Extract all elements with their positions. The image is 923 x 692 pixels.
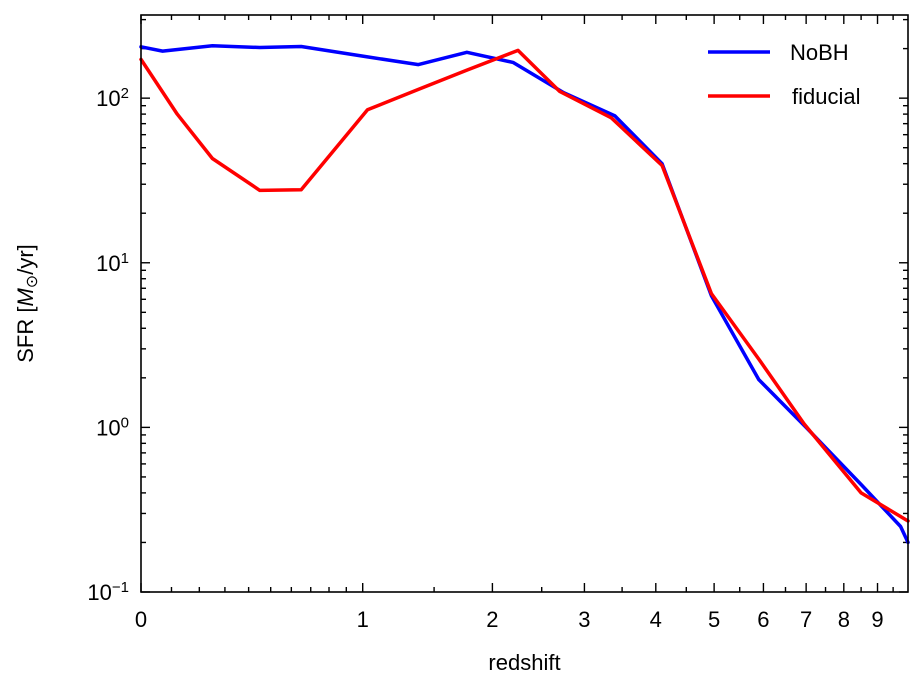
x-tick-label: 1 [357,607,369,632]
y-axis-label-sun-symbol: ⊙ [24,275,41,288]
x-tick-label: 0 [135,607,147,632]
y-axis-label: SFR [M⊙/yr] [13,244,41,363]
series-lines [139,44,910,545]
series-line-fiducial [139,48,910,523]
x-tick-label: 6 [757,607,769,632]
plot-frame [140,14,909,593]
x-tick-label: 9 [871,607,883,632]
x-tick-label: 2 [486,607,498,632]
x-tick-label: 3 [578,607,590,632]
y-tick-label: 102 [96,85,129,112]
y-tick-label: 10−1 [87,579,129,606]
x-tick-label: 5 [708,607,720,632]
y-axis-label-symbol: M [13,288,38,307]
x-tick-label: 7 [800,607,812,632]
y-axis-label-suffix: /yr] [13,244,38,275]
legend: NoBH fiducial [708,40,860,109]
legend-label-nobh: NoBH [790,40,849,65]
axis-ticks [140,15,908,593]
legend-label-fiducial: fiducial [792,84,860,109]
x-tick-label: 4 [650,607,662,632]
y-axis-label-prefix: SFR [ [13,307,38,363]
x-axis-label: redshift [488,650,560,675]
y-tick-labels: 10−1 100 101 102 [87,85,129,605]
x-tick-label: 8 [838,607,850,632]
y-tick-label: 100 [96,414,129,441]
y-tick-label: 101 [96,249,129,276]
